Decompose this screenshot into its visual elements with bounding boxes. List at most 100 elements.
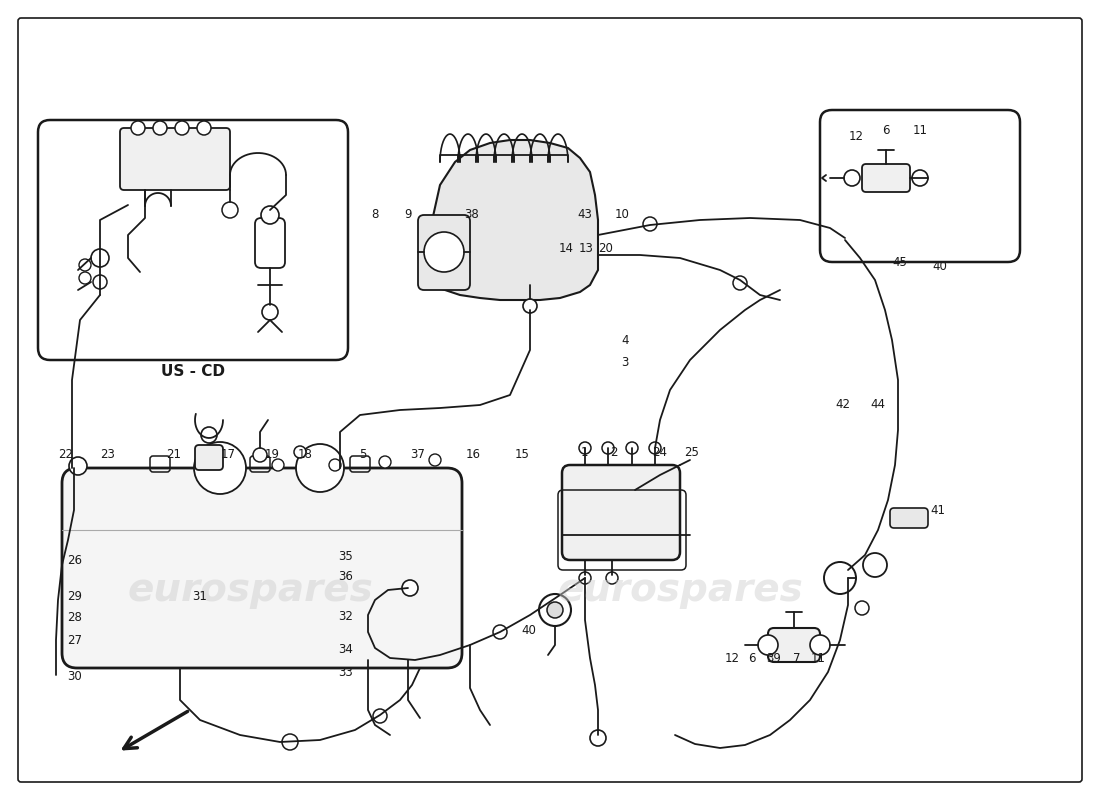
Circle shape	[153, 121, 167, 135]
Text: 24: 24	[652, 446, 668, 458]
Text: 34: 34	[338, 643, 353, 656]
FancyBboxPatch shape	[120, 128, 230, 190]
Text: 29: 29	[67, 590, 82, 602]
Circle shape	[329, 459, 341, 471]
Circle shape	[855, 601, 869, 615]
Circle shape	[810, 635, 830, 655]
Text: 4: 4	[621, 334, 629, 346]
Text: 35: 35	[338, 550, 353, 562]
FancyBboxPatch shape	[890, 508, 928, 528]
Text: 12: 12	[848, 130, 864, 143]
Text: 7: 7	[793, 651, 801, 665]
FancyBboxPatch shape	[62, 468, 462, 668]
Circle shape	[626, 442, 638, 454]
Circle shape	[379, 456, 390, 468]
Text: 27: 27	[67, 634, 82, 646]
Circle shape	[547, 602, 563, 618]
Text: 45: 45	[892, 255, 907, 269]
Text: 9: 9	[405, 209, 411, 222]
Text: 6: 6	[748, 651, 756, 665]
FancyBboxPatch shape	[195, 445, 223, 470]
Text: 41: 41	[930, 503, 945, 517]
Circle shape	[539, 594, 571, 626]
Circle shape	[131, 121, 145, 135]
Text: 23: 23	[100, 449, 116, 462]
Circle shape	[758, 635, 778, 655]
Text: 30: 30	[67, 670, 82, 682]
Text: 10: 10	[615, 209, 629, 222]
Text: 17: 17	[220, 449, 235, 462]
Text: 42: 42	[836, 398, 850, 411]
Circle shape	[91, 249, 109, 267]
Text: 38: 38	[464, 209, 480, 222]
Circle shape	[197, 121, 211, 135]
Text: 39: 39	[767, 651, 781, 665]
Circle shape	[579, 442, 591, 454]
Text: 31: 31	[192, 590, 208, 602]
Circle shape	[606, 572, 618, 584]
Circle shape	[175, 121, 189, 135]
Text: 2: 2	[610, 446, 618, 458]
Text: 12: 12	[725, 651, 739, 665]
Circle shape	[844, 170, 860, 186]
Circle shape	[824, 562, 856, 594]
Circle shape	[272, 459, 284, 471]
Circle shape	[296, 444, 344, 492]
Circle shape	[262, 304, 278, 320]
Text: 6: 6	[882, 123, 890, 137]
Circle shape	[294, 446, 306, 458]
Circle shape	[373, 709, 387, 723]
Text: 3: 3	[621, 355, 629, 369]
Circle shape	[912, 170, 928, 186]
Text: 19: 19	[264, 449, 279, 462]
Circle shape	[590, 730, 606, 746]
Circle shape	[493, 625, 507, 639]
Circle shape	[194, 442, 246, 494]
Text: 33: 33	[338, 666, 353, 678]
Text: 32: 32	[338, 610, 353, 622]
Circle shape	[602, 442, 614, 454]
Text: US - CD: US - CD	[161, 365, 226, 379]
Text: 44: 44	[870, 398, 886, 411]
Text: 18: 18	[297, 449, 312, 462]
Circle shape	[69, 457, 87, 475]
Circle shape	[733, 276, 747, 290]
Text: 40: 40	[933, 261, 947, 274]
Circle shape	[579, 572, 591, 584]
Circle shape	[201, 427, 217, 443]
Circle shape	[79, 272, 91, 284]
Circle shape	[649, 442, 661, 454]
Circle shape	[253, 448, 267, 462]
Text: 36: 36	[338, 570, 353, 582]
Circle shape	[282, 734, 298, 750]
Text: 40: 40	[521, 623, 536, 637]
Text: 26: 26	[67, 554, 82, 566]
Text: 21: 21	[166, 449, 182, 462]
Text: 5: 5	[360, 449, 366, 462]
Circle shape	[79, 259, 91, 271]
Polygon shape	[425, 140, 598, 300]
Text: 43: 43	[578, 209, 593, 222]
Circle shape	[261, 206, 279, 224]
Text: 25: 25	[684, 446, 700, 458]
Text: 20: 20	[598, 242, 614, 254]
Text: 11: 11	[811, 651, 825, 665]
Circle shape	[402, 580, 418, 596]
FancyBboxPatch shape	[418, 215, 470, 290]
Text: 16: 16	[465, 449, 481, 462]
Text: 14: 14	[559, 242, 573, 254]
Text: 37: 37	[410, 449, 426, 462]
Circle shape	[864, 553, 887, 577]
FancyBboxPatch shape	[768, 628, 820, 662]
Circle shape	[222, 202, 238, 218]
Text: 1: 1	[581, 446, 587, 458]
Circle shape	[644, 217, 657, 231]
Text: eurospares: eurospares	[557, 571, 803, 609]
Circle shape	[94, 275, 107, 289]
Text: 15: 15	[515, 449, 530, 462]
Text: 13: 13	[579, 242, 593, 254]
Text: 11: 11	[913, 123, 927, 137]
Circle shape	[424, 232, 464, 272]
FancyBboxPatch shape	[562, 465, 680, 560]
Text: 28: 28	[67, 611, 82, 624]
